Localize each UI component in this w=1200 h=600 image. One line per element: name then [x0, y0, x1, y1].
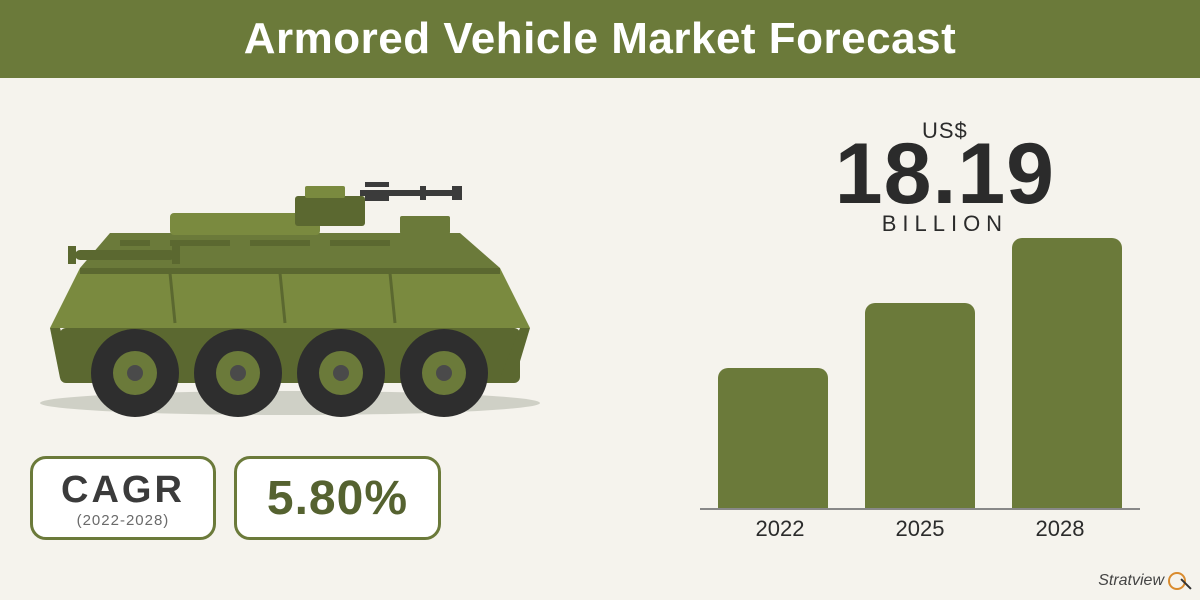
rate-box: 5.80% [234, 456, 441, 540]
bars-container [700, 220, 1140, 510]
cagr-row: CAGR (2022-2028) 5.80% [30, 456, 441, 540]
forecast-number: 18.19 [835, 136, 1055, 213]
bar-label: 2022 [725, 516, 835, 542]
bar-chart: 2022 2025 2028 [700, 220, 1140, 550]
cagr-years: (2022-2028) [61, 512, 185, 529]
magnifier-icon [1168, 572, 1186, 590]
cagr-rate: 5.80% [267, 471, 408, 526]
bar-label: 2025 [865, 516, 975, 542]
bar [1012, 238, 1122, 508]
header-bar: Armored Vehicle Market Forecast [0, 0, 1200, 78]
content-area: CAGR (2022-2028) 5.80% US$ 18.19 BILLION… [0, 78, 1200, 600]
watermark: Stratview [1098, 572, 1186, 590]
page-title: Armored Vehicle Market Forecast [244, 14, 956, 64]
left-panel: CAGR (2022-2028) 5.80% [0, 78, 620, 600]
bar [718, 368, 828, 508]
bar-label: 2028 [1005, 516, 1115, 542]
bar [865, 303, 975, 508]
vehicle-illustration [20, 158, 560, 418]
cagr-label: CAGR [61, 469, 185, 512]
right-panel: US$ 18.19 BILLION 202220252028 [620, 78, 1200, 600]
cagr-box: CAGR (2022-2028) [30, 456, 216, 540]
watermark-text: Stratview [1098, 572, 1164, 590]
bar-labels: 2022 2025 2028 [700, 516, 1140, 542]
